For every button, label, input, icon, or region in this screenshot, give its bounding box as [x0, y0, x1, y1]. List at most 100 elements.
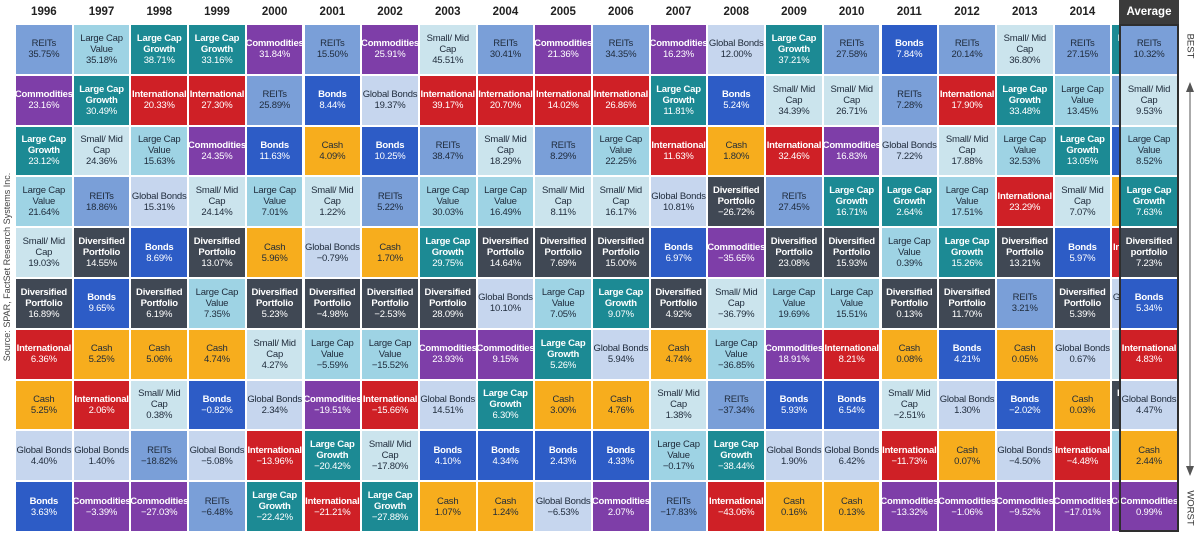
cell-2009-rank-1-large-cap-growth: Large Cap Growth 37.21%	[765, 24, 823, 75]
asset-class-label: REITs	[320, 38, 345, 50]
cell-2013-rank-1-small-mid-cap: Small/ Mid Cap 36.80%	[995, 24, 1054, 75]
cell-2006-rank-7-global-bonds: Global Bonds 5.94%	[592, 328, 650, 380]
cell-2014-rank-3-large-cap-growth: Large Cap Growth 13.05%	[1053, 125, 1112, 177]
return-value: 16.89%	[28, 308, 60, 320]
cell-2012-rank-10-commodities: Commodities −1.06%	[938, 481, 996, 532]
cell-2005-rank-2-international: International 14.02%	[534, 74, 592, 126]
cell-2011-rank-5-large-cap-value: Large Cap Value 0.39%	[880, 227, 939, 278]
asset-class-label: International	[247, 444, 302, 456]
return-value: 23.08%	[778, 258, 810, 270]
asset-class-label: Cash	[1071, 393, 1094, 405]
return-value: 17.51%	[951, 207, 983, 219]
cell-1998-rank-2-international: International 20.33%	[130, 74, 189, 126]
return-value: 1.07%	[434, 506, 461, 518]
return-value: 14.55%	[86, 258, 118, 270]
cell-1997-rank-4-reits: REITs 18.86%	[72, 176, 131, 228]
asset-class-label: Large Cap Growth	[1002, 83, 1048, 106]
asset-class-label: Diversified Portfolio	[136, 286, 183, 309]
return-value: 28.09%	[432, 308, 464, 320]
asset-class-label: Global Bonds	[189, 444, 245, 456]
asset-class-label: Diversified Portfolio	[943, 286, 991, 309]
asset-class-label: REITs	[781, 190, 807, 202]
cell-1997-rank-8-international: International 2.06%	[72, 379, 131, 431]
cell-2006-rank-6-large-cap-growth: Large Cap Growth 9.07%	[592, 278, 650, 329]
cell-2007-rank-6-diversified-portfolio: Diversified Portfolio 4.92%	[649, 278, 708, 329]
return-value: 37.21%	[778, 54, 810, 66]
cell-1999-rank-8-bonds: Bonds −0.82%	[188, 379, 246, 431]
cell-2008-rank-1-global-bonds: Global Bonds 12.00%	[707, 24, 766, 75]
asset-class-label: Large Cap Value	[368, 337, 412, 360]
column-header-2003: 2003	[434, 6, 461, 18]
return-value: 21.64%	[28, 207, 60, 219]
cell-2002-rank-3-bonds: Bonds 10.25%	[361, 125, 419, 177]
return-value: 15.00%	[605, 258, 637, 270]
return-value: 0.03%	[1069, 404, 1096, 416]
cell-2011-rank-8-small-mid-cap: Small/ Mid Cap −2.51%	[880, 379, 939, 431]
cell-2005-rank-9-bonds: Bonds 2.43%	[534, 430, 592, 482]
asset-class-label: Small/ Mid Cap	[830, 83, 873, 106]
return-value: 45.51%	[432, 54, 464, 66]
asset-class-label: Global Bonds	[1121, 393, 1177, 405]
return-value: 7.23%	[1136, 258, 1162, 270]
cell-2005-rank-1-commodities: Commodities 21.36%	[534, 24, 592, 75]
return-value: 20.33%	[143, 100, 175, 112]
asset-class-label: Cash	[956, 444, 978, 456]
cell-2000-rank-6-diversified-portfolio: Diversified Portfolio 5.23%	[245, 278, 304, 329]
asset-class-label: Large Cap Value	[426, 185, 470, 208]
cell-1996-rank-6-diversified-portfolio: Diversified Portfolio 16.89%	[15, 278, 73, 329]
asset-class-label: Commodities	[995, 495, 1054, 507]
return-value: 6.36%	[30, 354, 57, 366]
cell-2014-rank-4-small-mid-cap: Small/ Mid Cap 7.07%	[1053, 176, 1112, 228]
cell-2012-rank-8-global-bonds: Global Bonds 1.30%	[938, 379, 996, 431]
column-header-2002: 2002	[377, 6, 403, 18]
asset-class-label: REITs	[1070, 38, 1095, 50]
return-value: 13.05%	[1066, 156, 1098, 168]
return-value: 5.34%	[1136, 303, 1162, 315]
return-value: 4.27%	[261, 359, 288, 371]
cell-1996-rank-9-global-bonds: Global Bonds 4.40%	[15, 430, 73, 482]
return-value: 32.46%	[778, 150, 810, 162]
asset-class-label: Large Cap Growth	[656, 83, 701, 106]
cell-2008-rank-10-international: International −43.06%	[707, 481, 766, 532]
return-value: −19.51%	[314, 404, 351, 416]
asset-class-label: International	[478, 89, 533, 101]
cell-2002-rank-7-large-cap-value: Large Cap Value −15.52%	[361, 328, 419, 380]
return-value: 2.06%	[88, 404, 115, 416]
source-text: Source: SPAR, FactSet Research Systems I…	[2, 172, 12, 362]
asset-class-label: Diversified Portfolio	[1001, 236, 1049, 259]
cell-2006-rank-4-small-mid-cap: Small/ Mid Cap 16.17%	[592, 176, 650, 228]
return-value: 11.81%	[663, 105, 694, 117]
cell-average-rank-2-small-mid-cap: Small/ Mid Cap 9.53%	[1119, 74, 1179, 126]
return-value: 5.96%	[261, 252, 288, 264]
cell-2004-rank-1-reits: REITs 30.41%	[476, 24, 535, 75]
return-value: 30.03%	[432, 207, 464, 219]
return-value: 6.42%	[838, 455, 865, 467]
cell-2002-rank-9-small-mid-cap: Small/ Mid Cap −17.80%	[361, 430, 419, 482]
asset-class-label: REITs	[550, 139, 576, 151]
return-value: −11.73%	[891, 455, 928, 467]
return-value: 7.22%	[896, 150, 923, 162]
return-value: 8.52%	[1136, 156, 1162, 168]
asset-class-label: International	[132, 89, 187, 101]
cell-2008-rank-2-bonds: Bonds 5.24%	[707, 74, 766, 126]
cell-2002-rank-10-large-cap-growth: Large Cap Growth −27.88%	[361, 481, 419, 532]
return-value: 7.69%	[550, 258, 577, 270]
return-value: 24.36%	[86, 156, 118, 168]
asset-class-label: Small/ Mid Cap	[311, 185, 354, 208]
cell-2004-rank-6-global-bonds: Global Bonds 10.10%	[476, 278, 535, 329]
asset-class-label: Large Cap Value	[195, 286, 239, 309]
cell-1998-rank-10-commodities: Commodities −27.03%	[130, 481, 188, 532]
cell-2007-rank-8-small-mid-cap: Small/ Mid Cap 1.38%	[649, 379, 708, 431]
return-value: 18.86%	[86, 201, 118, 213]
cell-2009-rank-9-global-bonds: Global Bonds 1.90%	[765, 430, 823, 482]
cell-2001-rank-8-commodities: Commodities −19.51%	[303, 379, 362, 431]
cell-2014-rank-6-diversified-portfolio: Diversified Portfolio 5.39%	[1053, 278, 1112, 329]
cell-2006-rank-2-international: International 26.86%	[592, 74, 650, 126]
asset-class-label: Global Bonds	[1055, 343, 1110, 355]
return-value: −4.50%	[1009, 455, 1041, 467]
cell-2001-rank-2-bonds: Bonds 8.44%	[303, 74, 362, 126]
cell-2008-rank-5-commodities: Commodities −35.65%	[707, 227, 765, 278]
asset-class-label: International	[651, 139, 706, 151]
cell-2000-rank-7-small-mid-cap: Small/ Mid Cap 4.27%	[245, 328, 304, 380]
return-value: 1.80%	[723, 150, 750, 162]
